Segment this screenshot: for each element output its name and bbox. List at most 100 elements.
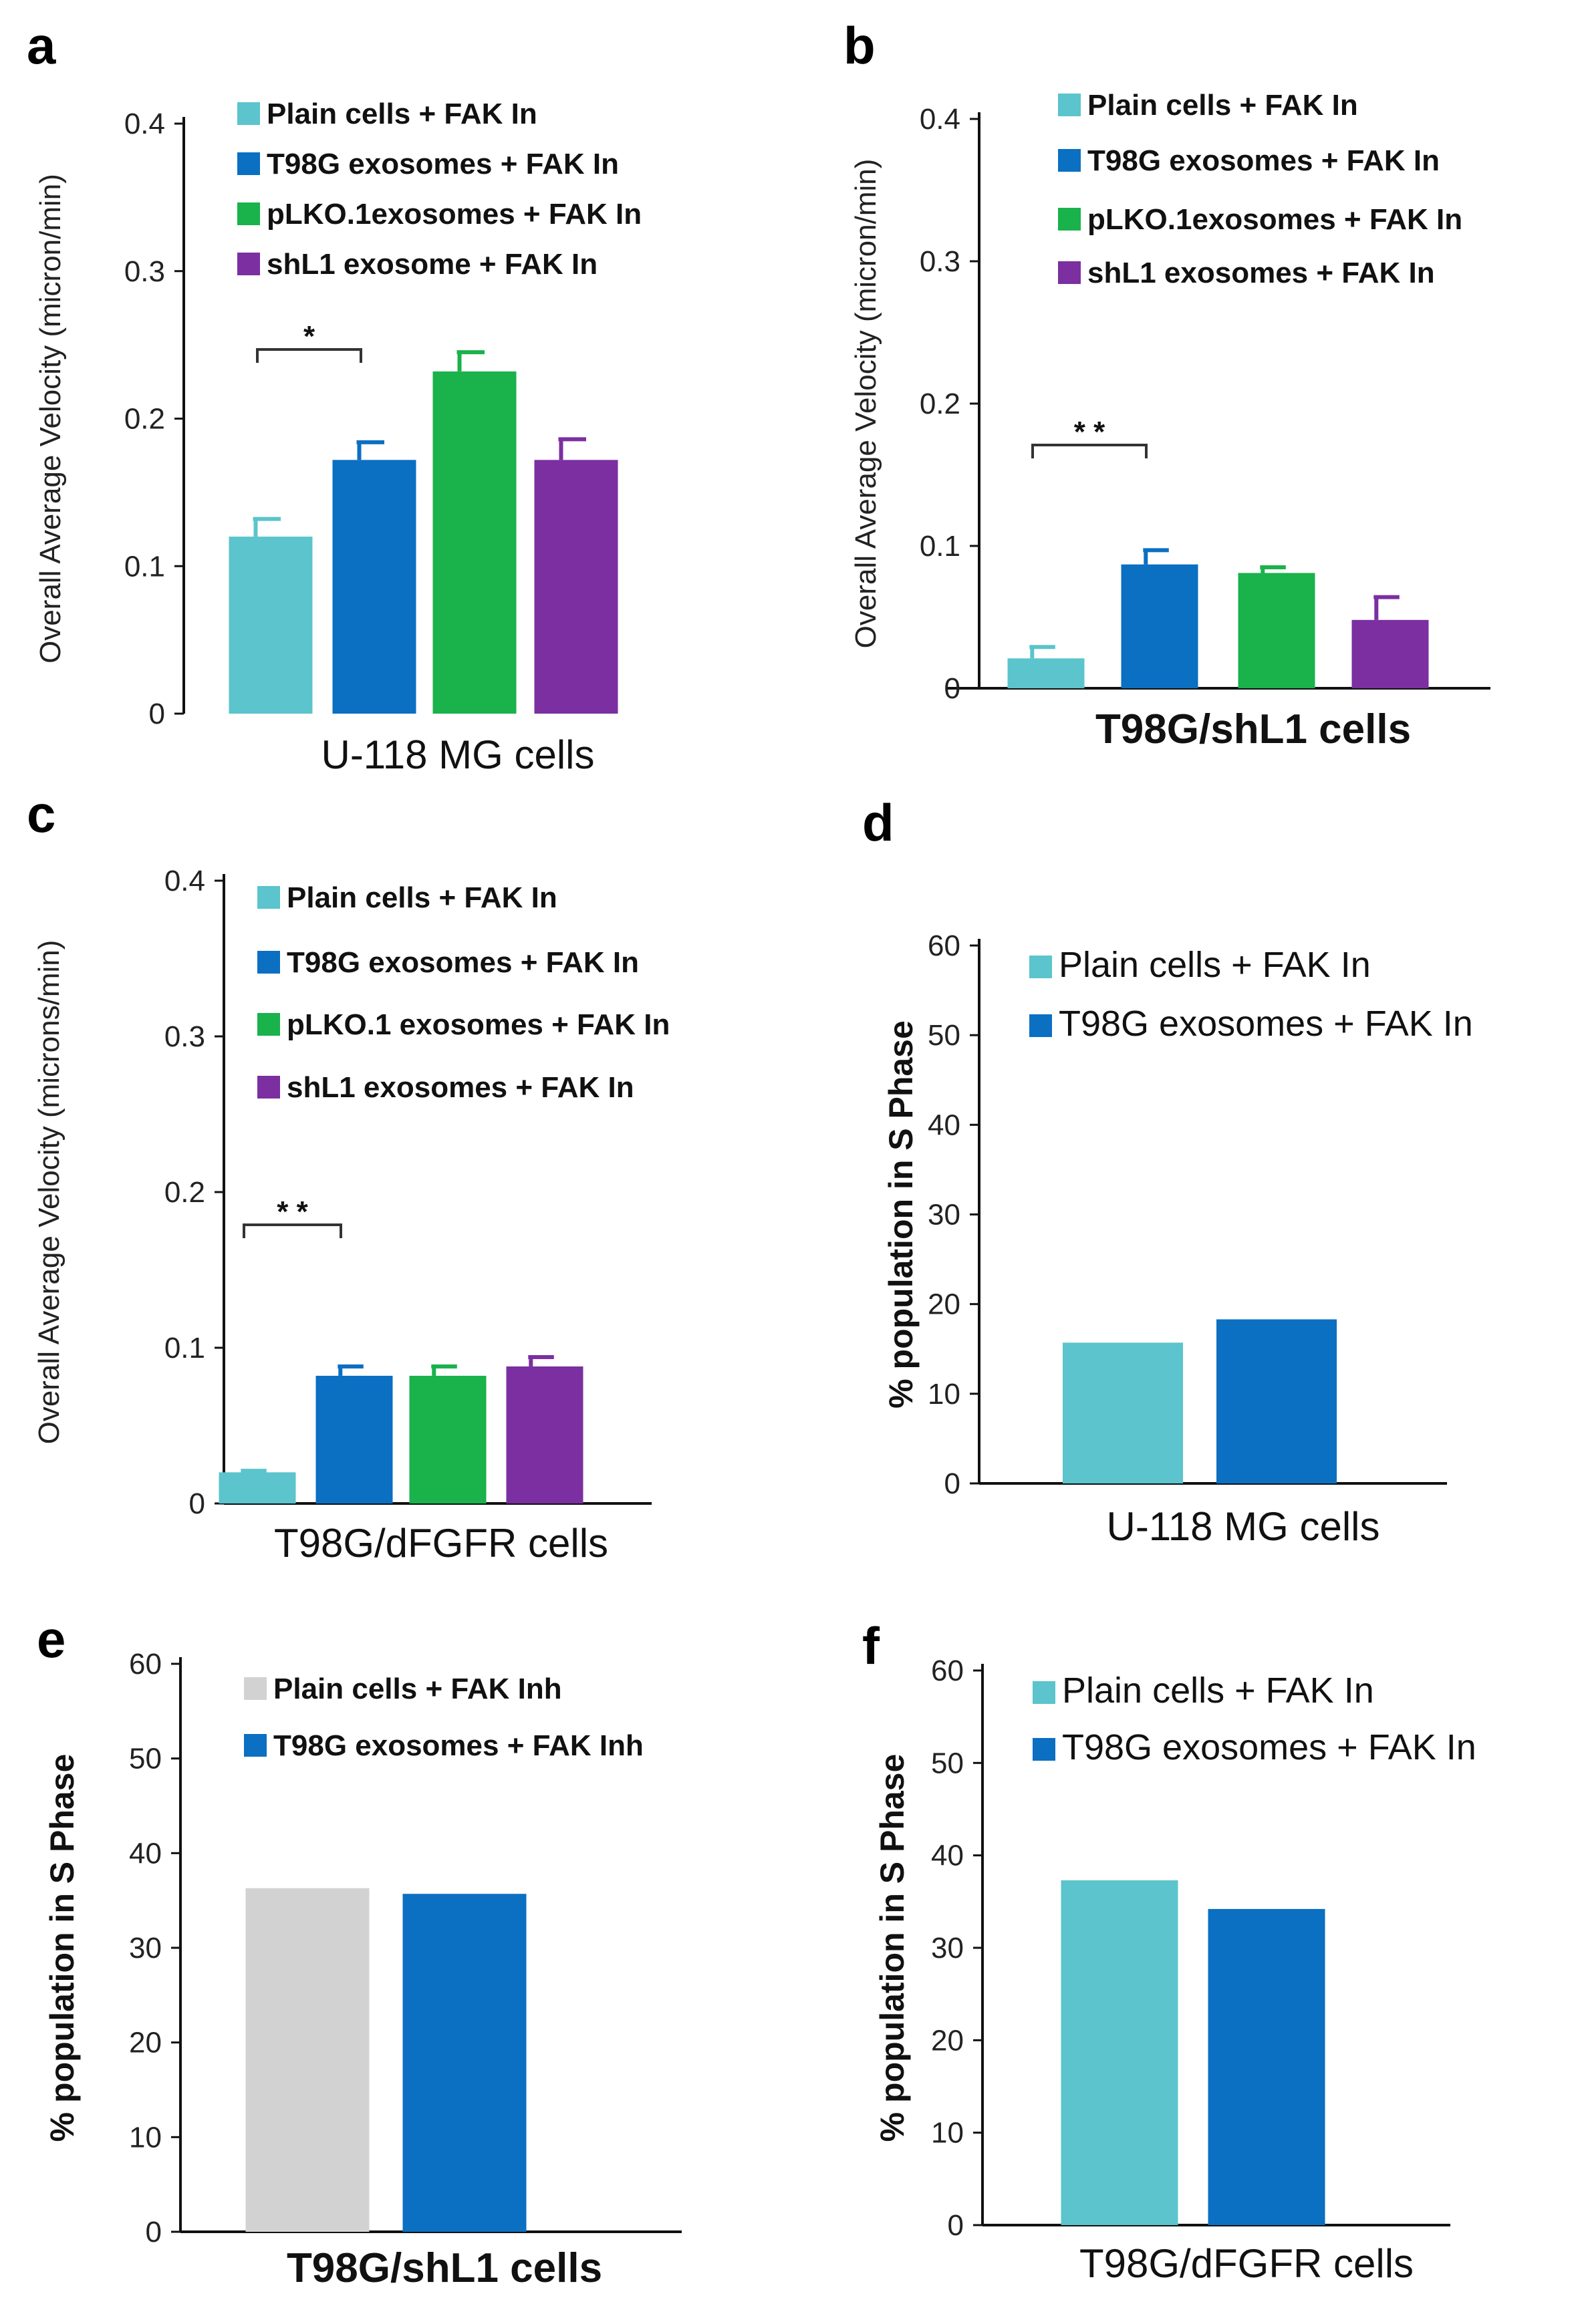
y-tick-label: 60 bbox=[931, 1654, 964, 1687]
chart-panel-f: f 0 10 20 30 40 50 60 % population in S Phase T98… bbox=[862, 1616, 1476, 2286]
legend-label: T98G exosomes + FAK In bbox=[1059, 1004, 1473, 1044]
y-tick-label: 0 bbox=[944, 672, 960, 705]
y-tick-label: 40 bbox=[931, 1840, 964, 1872]
y-tick-label: 0.4 bbox=[164, 865, 205, 897]
bar-3 bbox=[1238, 573, 1315, 688]
y-tick-label: 20 bbox=[931, 2024, 964, 2057]
bar-2 bbox=[1216, 1319, 1337, 1483]
y-tick-label: 0.1 bbox=[920, 530, 960, 563]
legend-swatch bbox=[237, 102, 260, 125]
legend-label: Plain cells + FAK In bbox=[1062, 1671, 1374, 1711]
bar-2 bbox=[1121, 564, 1198, 688]
bar-2 bbox=[402, 1894, 527, 2232]
bar-2 bbox=[332, 460, 416, 714]
legend-swatch bbox=[237, 253, 260, 275]
panel-letter: b bbox=[843, 16, 876, 75]
panel-letter: d bbox=[862, 793, 894, 852]
panel-letter: e bbox=[37, 1610, 65, 1668]
significance-label: * * bbox=[277, 1195, 308, 1228]
legend-label: pLKO.1exosomes + FAK In bbox=[267, 198, 642, 231]
bar-2 bbox=[1208, 1908, 1325, 2225]
y-tick-label: 0.2 bbox=[920, 388, 960, 420]
bar-1 bbox=[245, 1888, 370, 2232]
bar-3 bbox=[432, 371, 517, 714]
y-tick-label: 30 bbox=[928, 1199, 960, 1231]
y-tick-label: 0.3 bbox=[920, 245, 960, 278]
legend-swatch bbox=[1029, 1014, 1052, 1037]
bar-1 bbox=[1061, 1880, 1178, 2225]
legend-label: pLKO.1exosomes + FAK In bbox=[1087, 203, 1462, 236]
x-axis-title: U-118 MG cells bbox=[1107, 1504, 1380, 1549]
x-axis-title: T98G/dFGFR cells bbox=[274, 1521, 608, 1566]
legend-swatch bbox=[1029, 956, 1052, 978]
bar-1 bbox=[1063, 1342, 1183, 1483]
x-axis-title: T98G/shL1 cells bbox=[1095, 706, 1411, 752]
y-tick-label: 0 bbox=[146, 2216, 162, 2248]
y-tick-label: 0 bbox=[149, 698, 165, 730]
x-axis-title: U-118 MG cells bbox=[321, 732, 595, 777]
legend-swatch bbox=[257, 886, 280, 909]
chart-panel-e: e 0 10 20 30 40 50 60 % population in S Phase T98… bbox=[37, 1610, 682, 2291]
y-tick-label: 20 bbox=[928, 1288, 960, 1321]
y-tick-label: 30 bbox=[129, 1932, 162, 1965]
y-tick-label: 40 bbox=[129, 1837, 162, 1870]
legend-label: shL1 exosome + FAK In bbox=[267, 248, 598, 281]
chart-panel-d: d 0 10 20 30 40 50 60 % population in S Phase U-1… bbox=[862, 793, 1473, 1549]
y-tick-label: 30 bbox=[931, 1932, 964, 1965]
legend-label: T98G exosomes + FAK In bbox=[1087, 144, 1440, 177]
chart-panel-b: b 0 0.1 0.2 0.3 0.4 Overall Average Velocity (… bbox=[843, 16, 1490, 752]
y-tick-label: 50 bbox=[928, 1019, 960, 1052]
legend: Plain cells + FAK In T98G exosomes + FAK … bbox=[1033, 1671, 1476, 1767]
y-tick-label: 10 bbox=[931, 2117, 964, 2150]
legend-label: T98G exosomes + FAK In bbox=[1062, 1727, 1476, 1767]
bar-1 bbox=[219, 1472, 296, 1503]
y-tick-label: 0 bbox=[948, 2209, 964, 2242]
bar-4 bbox=[534, 460, 618, 714]
legend-swatch bbox=[1033, 1681, 1055, 1704]
panel-letter: c bbox=[27, 784, 55, 843]
legend-swatch bbox=[257, 951, 280, 974]
chart-panel-a: a 0 0.1 0.2 0.3 0.4 Overall Average Velocity (… bbox=[27, 16, 642, 777]
bar-3 bbox=[409, 1375, 487, 1503]
x-axis-title: T98G/shL1 cells bbox=[287, 2245, 602, 2291]
bar-2 bbox=[315, 1375, 393, 1503]
legend-label: Plain cells + FAK In bbox=[287, 881, 557, 914]
legend-label: T98G exosomes + FAK In bbox=[287, 946, 639, 979]
legend-label: shL1 exosomes + FAK In bbox=[1087, 257, 1435, 289]
y-tick-label: 20 bbox=[129, 2027, 162, 2059]
bar-4 bbox=[506, 1366, 583, 1503]
y-tick-label: 50 bbox=[129, 1743, 162, 1775]
y-tick-label: 50 bbox=[931, 1747, 964, 1779]
legend-label: T98G exosomes + FAK In bbox=[267, 148, 619, 180]
x-axis-title: T98G/dFGFR cells bbox=[1079, 2241, 1414, 2286]
y-tick-label: 0.3 bbox=[164, 1020, 205, 1053]
legend: Plain cells + FAK In T98G exosomes + FAK … bbox=[237, 98, 642, 281]
legend-swatch bbox=[1058, 208, 1081, 231]
y-axis-title: % population in S Phase bbox=[874, 1754, 911, 2142]
y-tick-label: 60 bbox=[129, 1648, 162, 1681]
legend: Plain cells + FAK Inh T98G exosomes + FAK… bbox=[244, 1673, 644, 1762]
legend-label: Plain cells + FAK In bbox=[1087, 89, 1358, 122]
legend: Plain cells + FAK In T98G exosomes + FAK … bbox=[257, 881, 670, 1104]
significance-label: * * bbox=[1074, 416, 1105, 448]
bar-1 bbox=[1007, 658, 1085, 688]
legend-swatch bbox=[1058, 149, 1081, 172]
legend-label: Plain cells + FAK In bbox=[267, 98, 537, 130]
y-axis-title: Overall Average Velocity (microns/min) bbox=[33, 940, 65, 1445]
legend-label: pLKO.1 exosomes + FAK In bbox=[287, 1008, 670, 1041]
y-tick-label: 0.1 bbox=[164, 1332, 205, 1364]
y-tick-label: 0.2 bbox=[124, 403, 165, 436]
legend-label: T98G exosomes + FAK Inh bbox=[273, 1729, 644, 1762]
legend-swatch bbox=[257, 1013, 280, 1036]
y-tick-label: 60 bbox=[928, 929, 960, 962]
y-axis-title: % population in S Phase bbox=[882, 1020, 920, 1409]
y-tick-label: 0.1 bbox=[124, 550, 165, 583]
y-tick-label: 0.3 bbox=[124, 255, 165, 288]
y-tick-label: 10 bbox=[928, 1378, 960, 1411]
y-tick-label: 40 bbox=[928, 1109, 960, 1141]
legend-swatch bbox=[1058, 261, 1081, 284]
bar-4 bbox=[1351, 619, 1429, 688]
y-tick-label: 0.4 bbox=[124, 108, 165, 140]
y-tick-label: 10 bbox=[129, 2121, 162, 2154]
